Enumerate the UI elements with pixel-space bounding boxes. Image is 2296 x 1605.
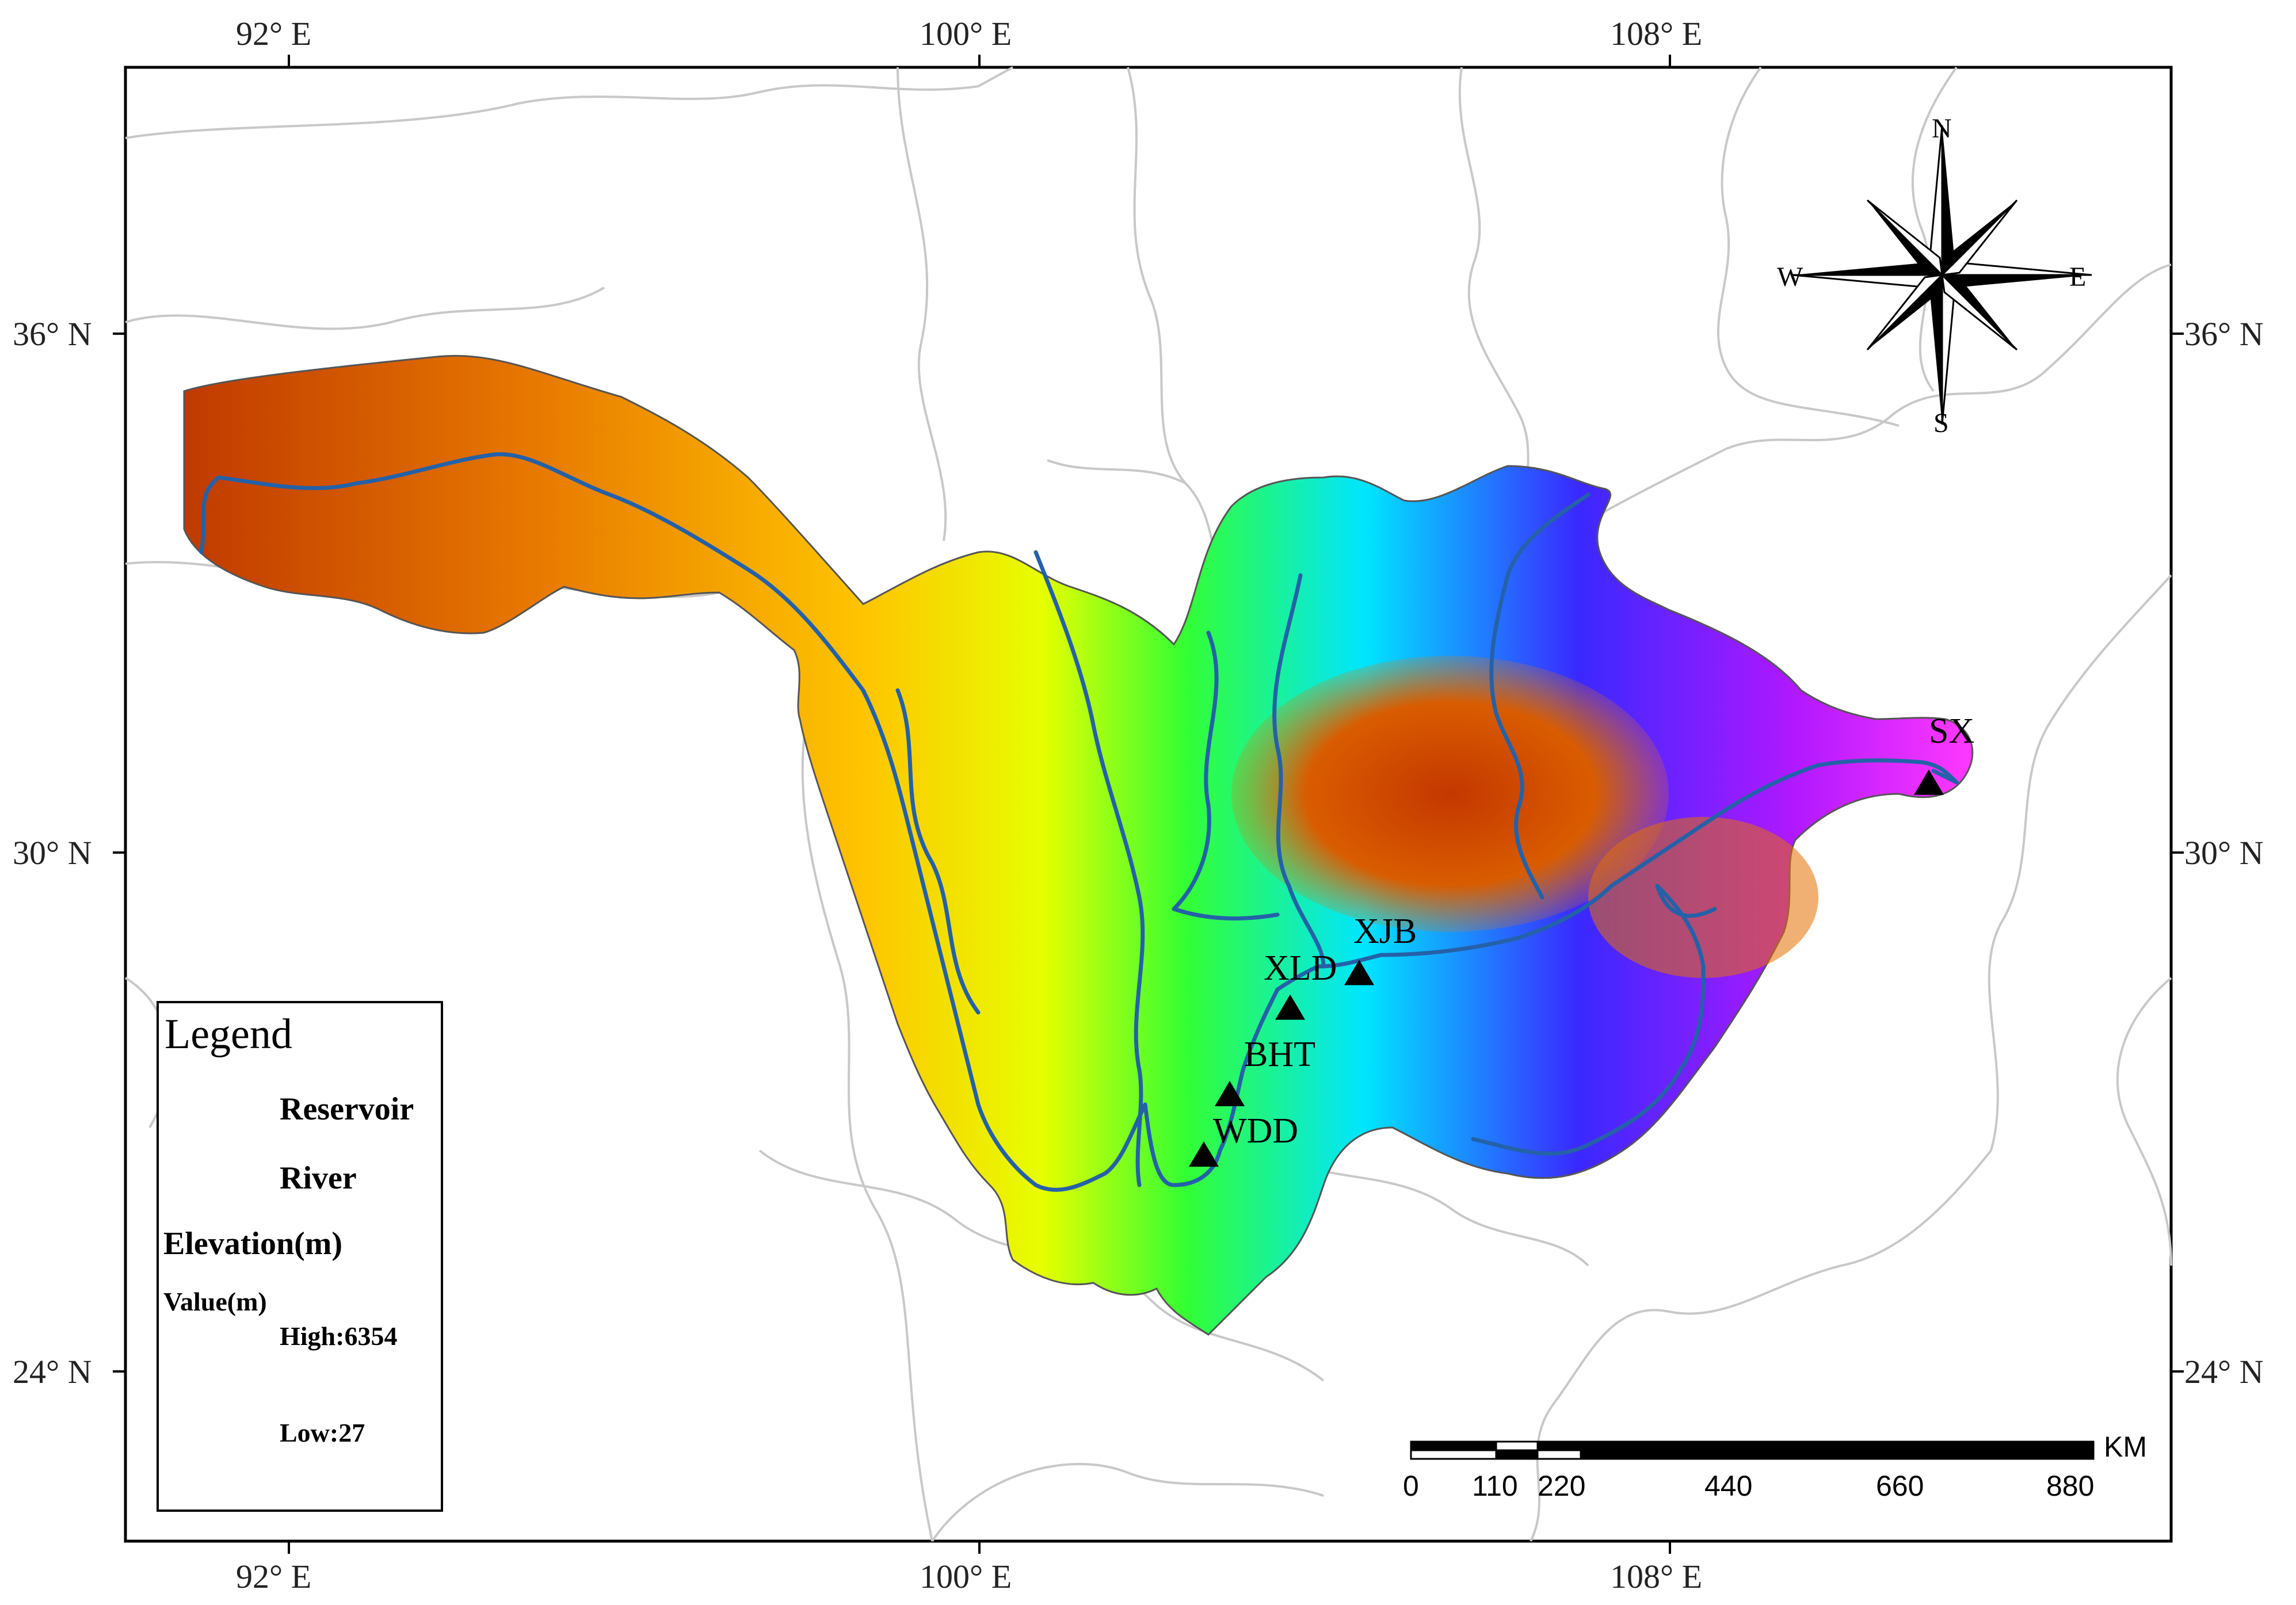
axis-ticks <box>113 55 2184 1554</box>
lat-label-right-24: 24° N <box>2184 1353 2264 1390</box>
legend-high-label: High:6354 <box>280 1321 398 1351</box>
reservoir-label-bht: BHT <box>1244 1035 1315 1074</box>
lat-label-left-24: 24° N <box>13 1353 92 1390</box>
reservoir-label-xjb: XJB <box>1353 912 1417 951</box>
river-network <box>199 452 1959 1192</box>
legend-panel: Legend Reservoir River Elevation(m) Valu… <box>157 1001 443 1512</box>
scale-unit: KM <box>2104 1431 2147 1463</box>
scale-label-110: 110 <box>1472 1470 1518 1502</box>
lon-label-bottom-100: 100° E <box>920 1558 1012 1595</box>
scale-label-0: 0 <box>1403 1470 1419 1502</box>
reservoir-markers <box>1189 769 1944 1167</box>
jinsha-branch <box>895 688 981 1015</box>
reservoir-marker-sx <box>1914 769 1944 795</box>
lat-label-left-30: 30° N <box>13 834 92 872</box>
jialing-river <box>1489 492 1591 900</box>
scale-label-220: 220 <box>1538 1470 1586 1502</box>
dadu-min-river <box>1272 573 1326 969</box>
legend-elevation-title: Elevation(m) <box>163 1226 343 1262</box>
scale-label-440: 440 <box>1704 1470 1753 1502</box>
compass-w: W <box>1777 262 1803 292</box>
lat-label-left-36: 36° N <box>13 315 92 353</box>
reservoir-marker-wdd <box>1189 1141 1219 1167</box>
scale-label-880: 880 <box>2046 1470 2095 1502</box>
reservoir-marker-xld <box>1275 994 1305 1020</box>
reservoir-marker-bht <box>1215 1080 1245 1106</box>
scale-bar <box>1410 1440 2095 1460</box>
lon-label-bottom-108: 108° E <box>1610 1558 1703 1595</box>
lon-label-top-108: 108° E <box>1610 15 1703 52</box>
lon-label-top-92: 92° E <box>236 15 312 52</box>
reservoir-label-xld: XLD <box>1264 949 1337 988</box>
scale-label-660: 660 <box>1876 1470 1924 1502</box>
north-arrow <box>1792 125 2092 425</box>
compass-e: E <box>2069 262 2087 292</box>
lon-label-bottom-92: 92° E <box>236 1558 312 1595</box>
compass-n: N <box>1932 113 1952 144</box>
reservoir-label-sx: SX <box>1929 712 1975 751</box>
yalong-river <box>1033 550 1145 1187</box>
legend-title: Legend <box>165 1011 292 1058</box>
legend-river-label: River <box>280 1160 357 1196</box>
lat-label-right-36: 36° N <box>2184 315 2264 353</box>
yangtze-mainstem <box>199 452 1959 1192</box>
dadu-lower <box>1172 630 1280 921</box>
reservoir-label-wdd: WDD <box>1213 1111 1299 1151</box>
reservoir-marker-xjb <box>1344 960 1374 985</box>
legend-reservoir-label: Reservoir <box>280 1091 414 1127</box>
lat-label-right-30: 30° N <box>2184 834 2264 872</box>
legend-value-label: Value(m) <box>163 1287 267 1316</box>
han-outlet <box>1931 769 1959 785</box>
basin-elevation <box>183 354 1974 1336</box>
lon-label-top-100: 100° E <box>920 15 1012 52</box>
compass-s: S <box>1933 408 1949 438</box>
province-boundaries <box>124 66 2172 1542</box>
legend-low-label: Low:27 <box>280 1418 365 1447</box>
wu-river <box>1471 884 1717 1156</box>
